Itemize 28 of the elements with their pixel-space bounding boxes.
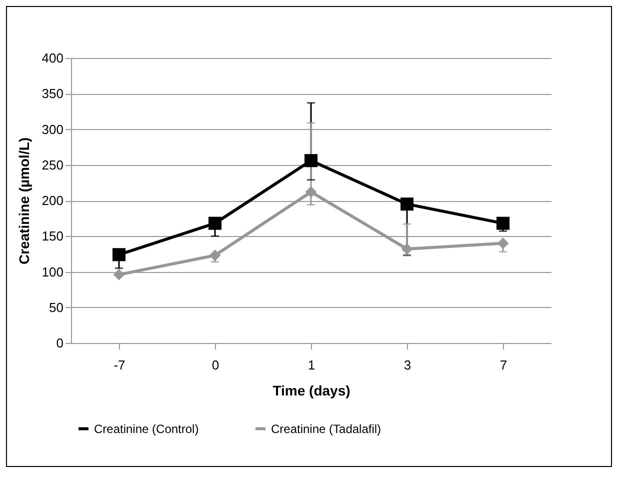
point [112,248,126,262]
point [400,198,414,211]
x-tick-label: 1 [308,358,316,372]
x-tick-label: -7 [114,358,126,372]
point [208,216,222,230]
x-tick-label: 0 [212,358,220,372]
point [304,154,318,168]
y-axis-title: Creatinine (µmol/L) [16,137,32,265]
x-axis-title: Time (days) [272,382,350,398]
y-tick-label: 0 [56,336,64,350]
legend-label: Creatinine (Tadalafil) [271,422,382,436]
point [401,243,413,255]
x-tick-label: 7 [500,358,508,372]
y-tick-label: 250 [42,157,64,172]
y-tick-label: 200 [42,193,64,208]
y-tick-label: 350 [42,86,64,102]
legend-label: Creatinine (Control) [94,422,199,436]
x-tick-label: 3 [404,358,412,372]
y-tick-label: 400 [42,50,64,66]
point [209,250,221,262]
y-tick-label: 300 [42,122,64,137]
point [113,268,125,280]
point [497,238,509,249]
y-tick-label: 50 [49,300,64,315]
y-tick-label: 150 [42,228,64,244]
point [496,216,510,230]
y-tick-label: 100 [42,264,64,280]
point [305,186,317,198]
